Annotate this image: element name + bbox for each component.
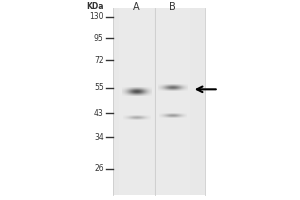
Text: 34: 34 — [94, 133, 104, 142]
Text: A: A — [133, 2, 140, 12]
Text: 26: 26 — [94, 164, 104, 173]
Text: KDa: KDa — [86, 2, 104, 11]
Text: B: B — [169, 2, 176, 12]
Bar — [113, 8, 205, 195]
Bar — [155, 8, 190, 195]
Text: 95: 95 — [94, 34, 104, 43]
Bar — [119, 8, 154, 195]
Text: 43: 43 — [94, 109, 104, 118]
Text: 130: 130 — [89, 12, 104, 21]
Text: 72: 72 — [94, 56, 104, 65]
Text: 55: 55 — [94, 83, 104, 92]
